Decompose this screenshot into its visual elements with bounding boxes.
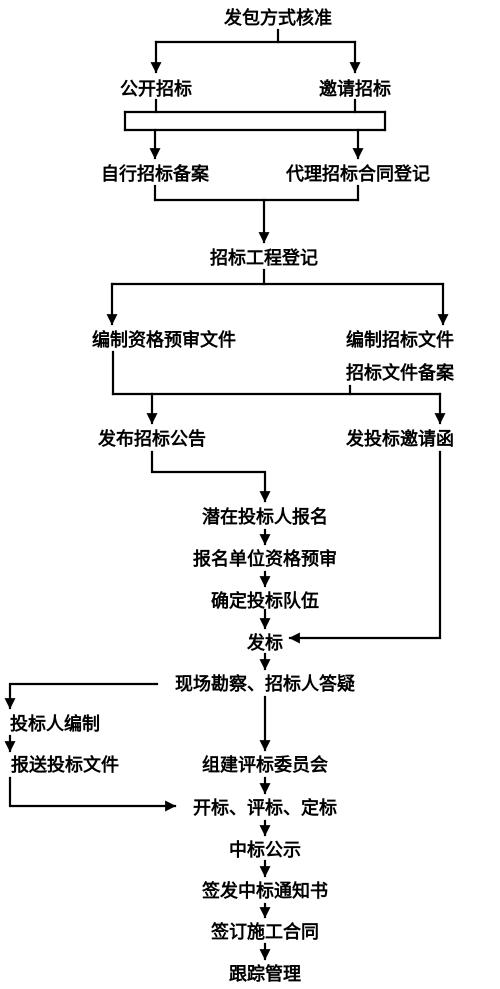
flowchart-node-n_zg_pre: 编制资格预审文件 xyxy=(92,329,236,352)
flowchart-node-n_yaoqing: 邀请招标 xyxy=(319,78,391,101)
flowchart-node-n_qdsght: 签订施工合同 xyxy=(211,921,319,944)
flowchart-node-n_ftbyqh: 发投标邀请函 xyxy=(346,428,454,451)
flowchart-node-n_bzzb: 编制招标文件 xyxy=(346,329,454,352)
flowchart-node-n_zixing: 自行招标备案 xyxy=(101,163,209,186)
flowchart-node-n_bmzgps: 报名单位资格预审 xyxy=(193,548,337,571)
flowchart-node-n_fabiao: 发标 xyxy=(247,632,283,655)
flowchart-canvas: 发包方式核准公开招标 邀请招标自行招标备案 代理招标合同登记招标工程登记编制资格预审… xyxy=(0,0,500,989)
flowchart-node-n_zjpbwyh: 组建评标委员会 xyxy=(202,754,328,777)
flowchart-edge xyxy=(152,452,265,501)
flowchart-node-n_qdtbdw: 确定投标队伍 xyxy=(211,590,319,613)
flowchart-node-n_fbgg: 发布招标公告 xyxy=(98,428,206,451)
flowchart-node-n_daili: 代理招标合同登记 xyxy=(286,163,430,186)
flowchart-edge xyxy=(10,778,175,806)
flowchart-node-n_zbwjba: 招标文件备案 xyxy=(346,362,454,385)
flowchart-node-n_bstbwj: 报送投标文件 xyxy=(11,754,119,777)
flowchart-node-n_qztbr: 潜在投标人报名 xyxy=(202,506,328,529)
flowchart-node-n_kpd: 开标、评标、定标 xyxy=(193,797,337,820)
flowchart-node-n_gongkai: 公开招标 xyxy=(120,78,192,101)
flowchart-node-n_qfzbtzs: 签发中标通知书 xyxy=(202,880,328,903)
flowchart-node-n_zbgcdj: 招标工程登记 xyxy=(210,247,318,270)
flowchart-node-n_tbrbz: 投标人编制 xyxy=(10,713,100,736)
flowchart-node-n_fabao: 发包方式核准 xyxy=(224,7,332,30)
flowchart-edge xyxy=(10,684,157,708)
flowchart-node-n_zbgs: 中标公示 xyxy=(229,839,301,862)
flowchart-node-n_gzgl: 跟踪管理 xyxy=(229,963,301,986)
flowchart-node-n_xckc: 现场勘察、招标人答疑 xyxy=(175,673,355,696)
